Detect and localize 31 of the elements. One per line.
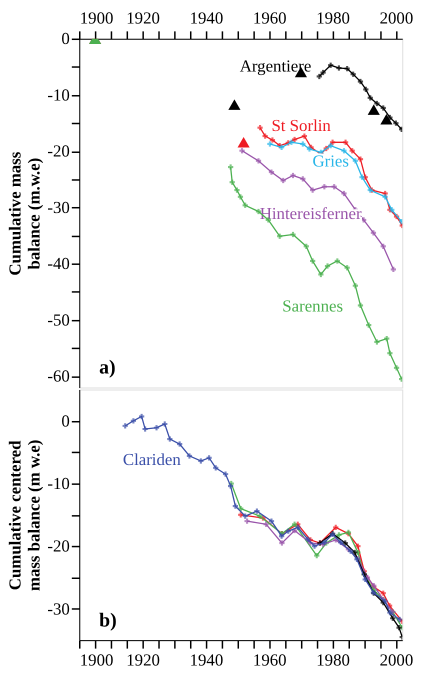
series-label: St Sorlin [271,116,332,135]
y-tick-label: -30 [47,198,70,217]
y-tick-label: -50 [47,310,70,330]
y-tick-label: -40 [47,254,70,274]
x-tick-label: 1920 [126,650,160,670]
x-tick-label: 1980 [316,650,350,670]
x-tick-label: 1980 [316,8,350,28]
y-axis-title: Cumulative mass balance (m.w.e) [6,151,44,276]
x-tick-label: 2000 [380,8,414,28]
y-axis-title: Cumulative centered mass balance (m w.e) [6,440,44,592]
x-tick-label: 1960 [252,8,287,28]
annotation: a) [99,356,116,379]
y-tick-label: -10 [47,85,70,104]
x-tick-label: 1940 [190,8,224,28]
annotation: b) [99,609,117,632]
series-label: Sarennes [282,296,344,316]
y-tick-label: -10 [47,474,70,493]
x-tick-label: 1900 [80,650,114,670]
y-tick-label: 0 [61,29,70,48]
x-tick-label: 1940 [190,650,224,670]
x-tick-label: 1900 [80,8,114,28]
y-tick-label: -20 [47,536,70,556]
y-tick-label: 0 [61,411,70,430]
x-tick-label: 1960 [252,650,287,670]
series-label: Gries [312,151,349,170]
x-tick-label: 2000 [380,650,414,670]
x-tick-label: 1920 [126,8,160,28]
y-tick-label: -30 [47,599,70,618]
series-label: Clariden [122,450,182,469]
y-tick-label: -20 [47,142,70,161]
y-tick-label: -60 [47,366,70,386]
